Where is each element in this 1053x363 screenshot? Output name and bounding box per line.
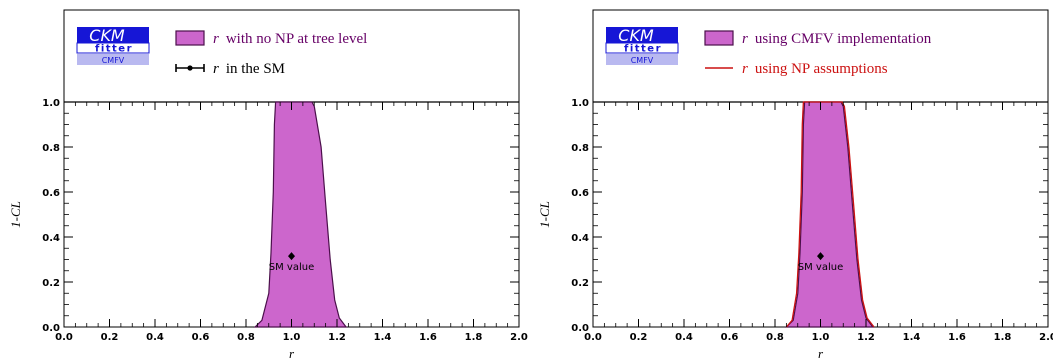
legend-label: r with no NP at tree level [213, 31, 367, 47]
logo-ckm-text: CKM [89, 26, 125, 45]
x-tick-label: 1.0 [812, 332, 830, 343]
legend-label: r in the SM [213, 61, 285, 77]
y-tick-label: 0.4 [42, 233, 60, 244]
y-tick-label: 1.0 [571, 98, 589, 109]
y-tick-label: 0.2 [42, 278, 60, 289]
y-tick-label: 0.8 [571, 143, 589, 154]
x-tick-label: 1.8 [465, 332, 483, 343]
sm-point-marker [817, 252, 824, 261]
x-tick-label: 1.4 [903, 332, 921, 343]
legend-entry-0: r with no NP at tree level [175, 30, 367, 47]
legend-swatch-fill [704, 30, 734, 46]
sm-point-marker [288, 252, 295, 261]
x-tick-label: 1.8 [994, 332, 1012, 343]
logo-mid-band [605, 42, 679, 54]
x-tick-label: 1.2 [328, 332, 346, 343]
x-tick-label: 0.0 [584, 332, 602, 343]
legend-entry-0: r using CMFV implementation [704, 30, 932, 47]
x-tick-label: 0.2 [630, 332, 648, 343]
logo-bottom-band [606, 54, 678, 65]
logo-top-band [77, 27, 149, 43]
logo-top-band [606, 27, 678, 43]
x-tick-label: 0.6 [192, 332, 210, 343]
legend-entry-1: r using NP assumptions [705, 61, 888, 77]
legend-symbol: r [213, 31, 219, 47]
legend-text: in the SM [226, 61, 285, 77]
logo-cmfv-text: CMFV [102, 56, 125, 65]
y-tick-label: 0.8 [42, 143, 60, 154]
x-tick-label: 0.6 [721, 332, 739, 343]
chart-panel-left: SM value 0.0 0.2 0.4 0.6 0.8 1.0 1.2 1.4 1.6 1.8 2.… [8, 9, 528, 361]
legend-swatch-fill [175, 30, 205, 46]
y-axis-label: 1-CL [8, 201, 23, 228]
x-tick-label: 1.4 [374, 332, 392, 343]
x-tick-label: 0.2 [101, 332, 119, 343]
y-axis-label: 1-CL [537, 201, 552, 228]
y-tick-label: 0.4 [571, 233, 589, 244]
x-tick-label: 0.8 [766, 332, 784, 343]
x-tick-label: 0.8 [237, 332, 255, 343]
y-tick-label: 0.0 [571, 323, 589, 334]
y-tick-label: 0.6 [571, 188, 589, 199]
legend-symbol: r [742, 61, 748, 77]
logo-mid-band [76, 42, 150, 54]
x-axis-label: r [818, 346, 824, 361]
logo-ckm-text: CKM [618, 26, 654, 45]
legend-swatch-errorbar-dot [187, 65, 193, 71]
legend-text: using NP assumptions [755, 61, 888, 77]
legend-label: r using CMFV implementation [742, 31, 932, 47]
y-tick-label: 1.0 [42, 98, 60, 109]
logo-fitter-text: fitter [95, 44, 133, 55]
y-tick-label: 0.2 [571, 278, 589, 289]
legend-text: with no NP at tree level [226, 31, 368, 47]
x-tick-label: 0.0 [55, 332, 73, 343]
series-fill-0 [784, 101, 875, 328]
legend-symbol: r [742, 31, 748, 47]
logo-cmfv-text: CMFV [631, 56, 654, 65]
legend-symbol: r [213, 61, 219, 77]
legend-text: using CMFV implementation [755, 31, 932, 47]
chart-panel-right: SM value 0.0 0.2 0.4 0.6 0.8 1.0 1.2 1.4 1.6 1.8 2.… [537, 9, 1053, 361]
y-tick-label: 0.0 [42, 323, 60, 334]
logo-bottom-band [77, 54, 149, 65]
sm-point-label: SM value [269, 262, 314, 273]
x-tick-label: 1.6 [948, 332, 966, 343]
y-tick-label: 0.6 [42, 188, 60, 199]
sm-point-label: SM value [798, 262, 843, 273]
x-tick-label: 2.0 [510, 332, 528, 343]
x-tick-label: 0.4 [146, 332, 164, 343]
x-tick-label: 1.2 [857, 332, 875, 343]
x-tick-label: 2.0 [1039, 332, 1053, 343]
x-tick-label: 0.4 [675, 332, 693, 343]
logo-fitter-text: fitter [624, 44, 662, 55]
series-fill-0 [253, 101, 348, 328]
x-axis-label: r [289, 346, 295, 361]
x-tick-label: 1.6 [419, 332, 437, 343]
legend-label: r using NP assumptions [742, 61, 888, 77]
legend-entry-1: r in the SM [175, 61, 285, 77]
series-line-1 [785, 101, 875, 328]
x-tick-label: 1.0 [283, 332, 301, 343]
